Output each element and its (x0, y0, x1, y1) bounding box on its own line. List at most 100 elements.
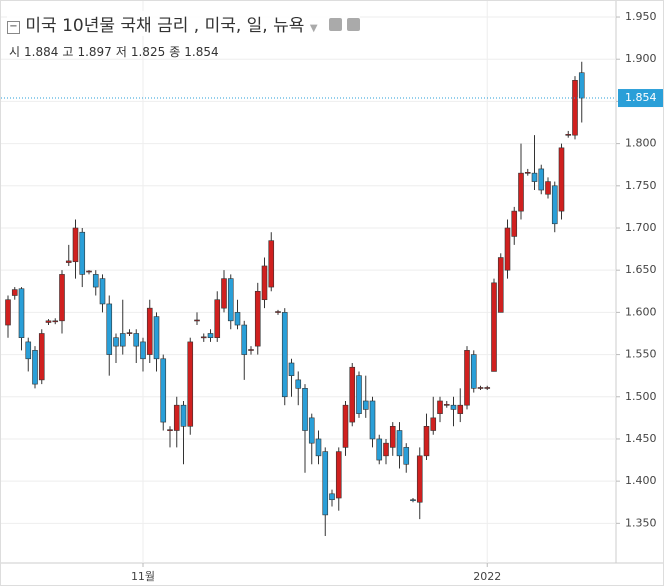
candle-body (106, 303, 113, 355)
chart-title: 미국 10년물 국채 금리 , 미국, 일, 뉴욕 (25, 16, 305, 36)
candle-body (504, 227, 511, 271)
candle-body (322, 451, 329, 516)
candle-body (545, 181, 551, 195)
candle-body (207, 333, 214, 338)
candle-body (531, 172, 538, 182)
candle-body (335, 451, 342, 499)
candle-body (578, 72, 585, 99)
candle-body (295, 379, 302, 389)
candle-body (524, 172, 531, 174)
candle-body (315, 438, 322, 457)
candle-body (221, 278, 227, 309)
y-tick-label: 1.750 (625, 179, 657, 192)
ohlc-label: 종 (169, 45, 181, 59)
candle-body (133, 333, 140, 347)
candle-body (464, 350, 470, 406)
candle-body (160, 358, 167, 423)
candle-body (234, 312, 241, 326)
candle-body (126, 332, 133, 334)
candle-body (275, 311, 281, 313)
candle-body (146, 307, 153, 355)
collapse-icon[interactable]: − (7, 21, 20, 34)
candle-body (308, 417, 315, 444)
candle-body (241, 324, 248, 355)
candle-body (484, 387, 491, 389)
ohlc-label: 고 (62, 45, 74, 59)
y-tick-label: 1.950 (625, 10, 657, 23)
candle-body (45, 320, 52, 323)
y-tick-label: 1.900 (625, 52, 657, 65)
ohlc-value: 1.825 (130, 45, 166, 59)
candle-body (200, 336, 207, 339)
candle-body (565, 134, 572, 136)
candle-body (443, 404, 450, 406)
x-tick-label: 2022 (473, 570, 501, 583)
y-tick-label: 1.800 (625, 137, 657, 150)
candle-body (572, 80, 578, 136)
eye-icon[interactable] (328, 18, 342, 31)
candle-body (11, 289, 18, 296)
candle-body (140, 341, 146, 360)
candle-body (551, 185, 558, 225)
candle-body (356, 375, 362, 414)
ohlc-value: 1.884 (24, 45, 59, 59)
candle-body (396, 430, 403, 457)
candle-body (491, 282, 497, 372)
last-price-box (618, 89, 663, 108)
settings-icon[interactable] (347, 18, 361, 31)
candle-body (214, 299, 221, 338)
x-tick-label: 11월 (131, 570, 155, 583)
dropdown-icon[interactable]: ▼ (309, 23, 318, 34)
candle-body (52, 320, 59, 323)
candle-body (99, 278, 106, 305)
candle-body (497, 257, 504, 313)
candle-body (403, 447, 410, 465)
candle-body (383, 442, 389, 457)
y-tick-label: 1.450 (625, 432, 657, 445)
candle-body (5, 299, 11, 326)
candle-body (288, 362, 295, 376)
candle-body (349, 366, 356, 423)
candle-body (248, 349, 254, 351)
candle-body (59, 274, 65, 322)
ohlc-label: 저 (115, 45, 127, 59)
candle-body (173, 404, 180, 431)
candle-body (423, 425, 430, 457)
candle-body (187, 341, 194, 427)
candle-body (389, 425, 396, 448)
candle-body (457, 404, 464, 414)
candle-body (430, 417, 437, 431)
candle-body (450, 404, 457, 410)
candle-body (254, 290, 261, 347)
header: − 미국 10년물 국채 금리 , 미국, 일, 뉴욕 ▼ (7, 11, 361, 36)
y-tick-label: 1.600 (625, 305, 657, 318)
candle-body (65, 260, 72, 263)
candle-body (79, 231, 86, 275)
candle-body (38, 333, 45, 381)
candle-body (281, 312, 288, 398)
candle-body (153, 316, 160, 360)
ohlc-value: 1.897 (77, 45, 112, 59)
candle-body (511, 210, 518, 237)
candle-body (518, 172, 524, 212)
y-tick-label: 1.550 (625, 348, 657, 361)
candle-body (329, 493, 335, 501)
candle-body (113, 337, 119, 347)
candle-body (261, 265, 268, 301)
candle-body (470, 354, 477, 389)
candle-body (25, 341, 32, 360)
candle-body (477, 387, 484, 389)
last-price-label: 1.854 (625, 91, 657, 104)
candle-body (180, 404, 187, 427)
candle-body (369, 400, 376, 440)
candle-body (227, 278, 234, 322)
candle-body (92, 274, 99, 288)
candle-body (538, 168, 545, 191)
candle-body (558, 147, 565, 212)
candle-body (167, 429, 173, 431)
y-tick-label: 1.400 (625, 474, 657, 487)
candle-body (362, 400, 369, 410)
candle-body (410, 499, 416, 502)
